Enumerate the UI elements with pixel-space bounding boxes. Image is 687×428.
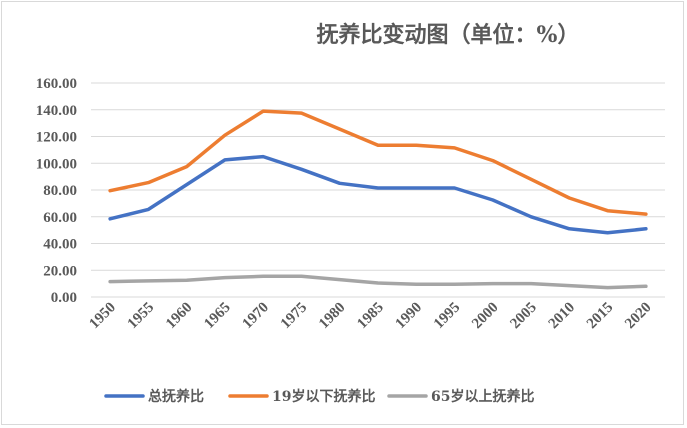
y-tick-label: 40.00	[43, 237, 77, 253]
chart-title: 抚养比变动图（单位：%）	[317, 22, 580, 48]
y-tick-label: 80.00	[43, 183, 77, 199]
x-tick-label: 1965	[201, 300, 234, 333]
series-lines	[108, 109, 648, 290]
x-tick-label: 2010	[546, 300, 579, 333]
y-tick-label: 140.00	[36, 103, 77, 119]
y-tick-label: 160.00	[36, 76, 77, 92]
x-tick-label: 1980	[316, 300, 349, 333]
x-tick-label: 2020	[622, 300, 655, 333]
x-tick-label: 1985	[354, 300, 387, 333]
x-tick-label: 2000	[469, 300, 502, 333]
x-axis-ticks: 1950 1955 1960 1965 1970 1975 1980 1985 1990 1995…	[86, 300, 654, 333]
series-line-2	[108, 109, 648, 216]
x-tick-label: 1995	[431, 300, 464, 333]
series-line-3	[108, 274, 648, 290]
legend: 总抚养比 19岁以下抚养比 65岁以上抚养比	[104, 388, 534, 405]
gridlines	[91, 82, 665, 298]
x-tick-label: 1990	[393, 300, 426, 333]
x-tick-label: 1960	[163, 300, 196, 333]
y-tick-label: 20.00	[43, 263, 77, 279]
y-tick-label: 0.00	[51, 290, 77, 306]
x-tick-label: 1975	[278, 300, 311, 333]
y-tick-label: 100.00	[36, 156, 77, 172]
x-tick-label: 1970	[240, 300, 273, 333]
y-tick-label: 60.00	[43, 210, 77, 226]
y-tick-label: 120.00	[36, 130, 77, 146]
x-tick-label: 1955	[125, 300, 158, 333]
legend-label-2: 19岁以下抚养比	[272, 388, 375, 405]
legend-label-3: 65岁以上抚养比	[431, 388, 534, 405]
x-tick-label: 2005	[507, 300, 540, 333]
x-tick-label: 2015	[584, 300, 617, 333]
x-tick-label: 1950	[86, 300, 119, 333]
legend-label-1: 总抚养比	[148, 388, 204, 405]
y-axis-ticks: 0.00 20.00 40.00 60.00 80.00 100.00 120.00 140.…	[36, 76, 77, 306]
series-line-1	[108, 154, 648, 235]
